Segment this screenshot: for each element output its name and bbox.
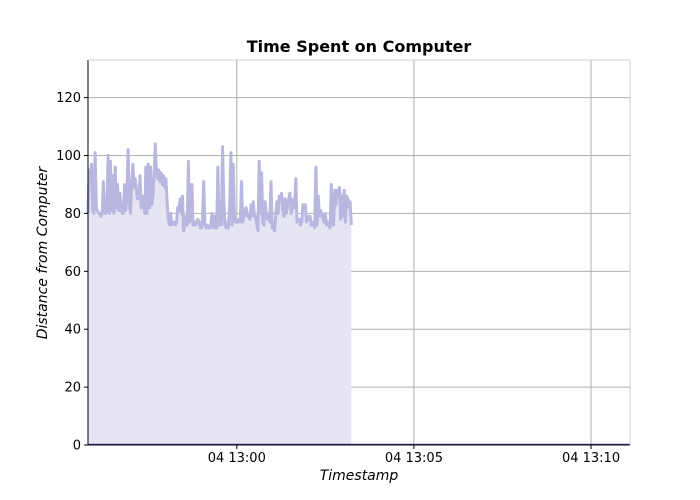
x-tick-label: 04 13:10 [562,451,620,466]
series-area-fill [88,143,352,445]
x-tick-label: 04 13:05 [385,451,443,466]
y-tick-label: 0 [73,439,81,454]
y-tick-label: 20 [64,381,81,396]
y-tick-label: 120 [56,91,81,106]
x-tick-label: 04 13:00 [208,451,266,466]
chart-title: Time Spent on Computer [247,37,472,56]
y-tick-label: 60 [64,265,81,280]
x-axis: 04 13:00 04 13:05 04 13:10 [208,445,620,466]
y-axis: 0 20 40 60 80 100 120 [56,91,88,454]
y-tick-label: 100 [56,149,81,164]
y-axis-label: Distance from Computer [35,165,51,339]
y-tick-label: 80 [64,207,81,222]
plot-frame [87,59,631,446]
x-axis-label: Timestamp [320,468,399,484]
series-line [86,142,353,233]
y-tick-label: 40 [64,323,81,338]
